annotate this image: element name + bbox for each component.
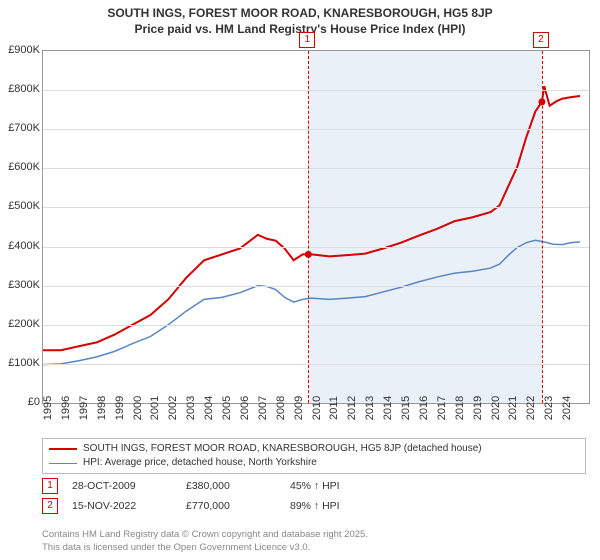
x-tick-label: 2005 [221, 396, 233, 420]
plot-area [42, 50, 590, 404]
legend-label: HPI: Average price, detached house, Nort… [83, 456, 317, 470]
x-tick-label: 2003 [185, 396, 197, 420]
sales-marker: 1 [42, 478, 58, 494]
grid-line [43, 168, 589, 169]
x-tick-label: 2021 [507, 396, 519, 420]
y-tick-label: £400K [8, 240, 40, 252]
x-tick-label: 2020 [490, 396, 502, 420]
y-tick-label: £600K [8, 161, 40, 173]
legend-label: SOUTH INGS, FOREST MOOR ROAD, KNARESBORO… [83, 442, 482, 456]
x-tick-label: 2013 [364, 396, 376, 420]
sales-pct: 45% ↑ HPI [290, 480, 380, 492]
x-tick-label: 2007 [257, 396, 269, 420]
x-tick-label: 1999 [114, 396, 126, 420]
x-tick-label: 2008 [275, 396, 287, 420]
marker-box: 2 [533, 32, 549, 48]
y-tick-label: £500K [8, 200, 40, 212]
sales-table: 1 28-OCT-2009 £380,000 45% ↑ HPI 2 15-NOV-202… [42, 478, 380, 518]
marker-line [308, 51, 309, 403]
x-tick-label: 2024 [561, 396, 573, 420]
x-tick-label: 2002 [167, 396, 179, 420]
series-line [43, 86, 580, 350]
x-tick-label: 2015 [400, 396, 412, 420]
x-tick-label: 2023 [543, 396, 555, 420]
grid-line [43, 129, 589, 130]
y-tick-label: £800K [8, 83, 40, 95]
x-tick-label: 2010 [311, 396, 323, 420]
footer: Contains HM Land Registry data © Crown c… [42, 529, 368, 554]
grid-line [43, 90, 589, 91]
grid-line [43, 247, 589, 248]
legend-swatch [49, 463, 77, 464]
y-tick-label: £200K [8, 318, 40, 330]
x-tick-label: 2014 [382, 396, 394, 420]
y-tick-label: £100K [8, 357, 40, 369]
legend: SOUTH INGS, FOREST MOOR ROAD, KNARESBORO… [42, 438, 586, 474]
sales-row: 2 15-NOV-2022 £770,000 89% ↑ HPI [42, 498, 380, 514]
x-tick-label: 1998 [96, 396, 108, 420]
x-tick-label: 2006 [239, 396, 251, 420]
grid-line [43, 325, 589, 326]
x-tick-label: 1995 [42, 396, 54, 420]
x-tick-label: 2016 [418, 396, 430, 420]
sales-row: 1 28-OCT-2009 £380,000 45% ↑ HPI [42, 478, 380, 494]
y-tick-label: £900K [8, 44, 40, 56]
marker-box: 1 [299, 32, 315, 48]
legend-row: SOUTH INGS, FOREST MOOR ROAD, KNARESBORO… [49, 442, 579, 456]
sales-price: £770,000 [186, 500, 276, 512]
x-tick-label: 1996 [60, 396, 72, 420]
x-tick-label: 2011 [328, 396, 340, 420]
series-line [43, 240, 580, 364]
x-tick-label: 2017 [436, 396, 448, 420]
x-tick-label: 1997 [78, 396, 90, 420]
x-tick-label: 2001 [149, 396, 161, 420]
x-tick-label: 2009 [293, 396, 305, 420]
x-tick-label: 2022 [525, 396, 537, 420]
legend-row: HPI: Average price, detached house, Nort… [49, 456, 579, 470]
x-tick-label: 2000 [132, 396, 144, 420]
chart-container: SOUTH INGS, FOREST MOOR ROAD, KNARESBORO… [0, 0, 600, 560]
chart-svg [43, 51, 589, 403]
grid-line [43, 364, 589, 365]
x-tick-label: 2004 [203, 396, 215, 420]
sales-date: 28-OCT-2009 [72, 480, 172, 492]
title-line-1: SOUTH INGS, FOREST MOOR ROAD, KNARESBORO… [0, 6, 600, 22]
marker-line [542, 51, 543, 403]
x-tick-label: 2019 [472, 396, 484, 420]
y-tick-label: £700K [8, 122, 40, 134]
y-tick-label: £300K [8, 279, 40, 291]
sales-date: 15-NOV-2022 [72, 500, 172, 512]
sales-marker: 2 [42, 498, 58, 514]
y-tick-label: £0 [28, 396, 40, 408]
footer-line-1: Contains HM Land Registry data © Crown c… [42, 529, 368, 541]
x-tick-label: 2012 [346, 396, 358, 420]
x-tick-label: 2018 [454, 396, 466, 420]
grid-line [43, 286, 589, 287]
footer-line-2: This data is licensed under the Open Gov… [42, 542, 368, 554]
legend-swatch [49, 448, 77, 450]
sales-price: £380,000 [186, 480, 276, 492]
grid-line [43, 207, 589, 208]
sales-pct: 89% ↑ HPI [290, 500, 380, 512]
